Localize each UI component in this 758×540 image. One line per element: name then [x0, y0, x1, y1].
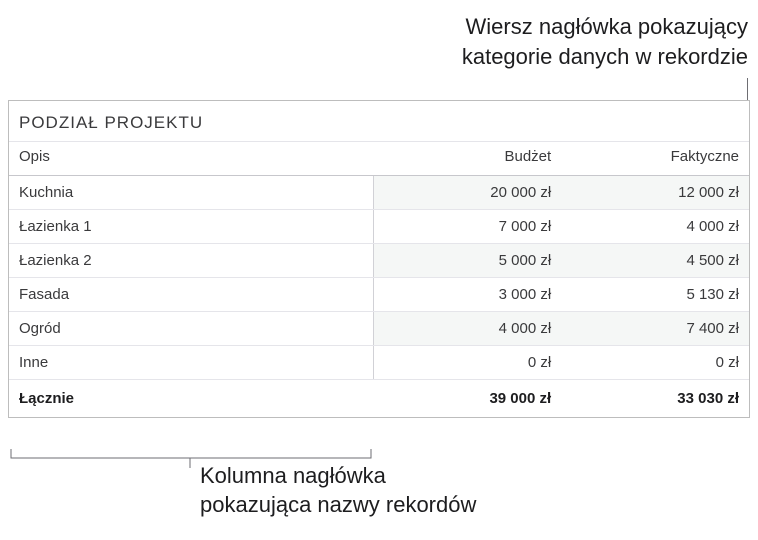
callout-text-line: pokazująca nazwy rekordów: [200, 490, 476, 520]
callout-text-line: kategorie danych w rekordzie: [462, 42, 748, 72]
table-row: Fasada 3 000 zł 5 130 zł: [9, 278, 749, 312]
cell-actual: 5 130 zł: [561, 278, 749, 312]
cell-budget: 7 000 zł: [373, 210, 561, 244]
table-row: Inne 0 zł 0 zł: [9, 346, 749, 380]
cell-actual: 0 zł: [561, 346, 749, 380]
cell-budget: 4 000 zł: [373, 312, 561, 346]
callout-header-column: Kolumna nagłówka pokazująca nazwy rekord…: [200, 461, 476, 520]
cell-budget: 3 000 zł: [373, 278, 561, 312]
table-footer-row: Łącznie 39 000 zł 33 030 zł: [9, 380, 749, 418]
table-row: Łazienka 1 7 000 zł 4 000 zł: [9, 210, 749, 244]
callout-text-line: Kolumna nagłówka: [200, 461, 476, 491]
cell-desc: Ogród: [9, 312, 373, 346]
cell-desc: Inne: [9, 346, 373, 380]
cell-budget: 5 000 zł: [373, 244, 561, 278]
callout-text-line: Wiersz nagłówka pokazujący: [462, 12, 748, 42]
footer-budget: 39 000 zł: [373, 380, 561, 418]
cell-budget: 20 000 zł: [373, 176, 561, 210]
cell-actual: 7 400 zł: [561, 312, 749, 346]
project-breakdown-table: PODZIAŁ PROJEKTU Opis Budżet Faktyczne K…: [8, 100, 750, 418]
cell-desc: Łazienka 1: [9, 210, 373, 244]
footer-label: Łącznie: [9, 380, 373, 418]
data-table: Opis Budżet Faktyczne Kuchnia 20 000 zł …: [9, 142, 749, 417]
footer-actual: 33 030 zł: [561, 380, 749, 418]
cell-desc: Łazienka 2: [9, 244, 373, 278]
cell-actual: 12 000 zł: [561, 176, 749, 210]
cell-desc: Kuchnia: [9, 176, 373, 210]
column-header-desc: Opis: [9, 142, 373, 176]
column-header-budget: Budżet: [373, 142, 561, 176]
cell-desc: Fasada: [9, 278, 373, 312]
column-header-actual: Faktyczne: [561, 142, 749, 176]
cell-budget: 0 zł: [373, 346, 561, 380]
callout-header-row: Wiersz nagłówka pokazujący kategorie dan…: [462, 12, 748, 71]
table-row: Łazienka 2 5 000 zł 4 500 zł: [9, 244, 749, 278]
table-row: Ogród 4 000 zł 7 400 zł: [9, 312, 749, 346]
cell-actual: 4 500 zł: [561, 244, 749, 278]
cell-actual: 4 000 zł: [561, 210, 749, 244]
table-header-row: Opis Budżet Faktyczne: [9, 142, 749, 176]
table-title: PODZIAŁ PROJEKTU: [9, 101, 749, 142]
table-row: Kuchnia 20 000 zł 12 000 zł: [9, 176, 749, 210]
